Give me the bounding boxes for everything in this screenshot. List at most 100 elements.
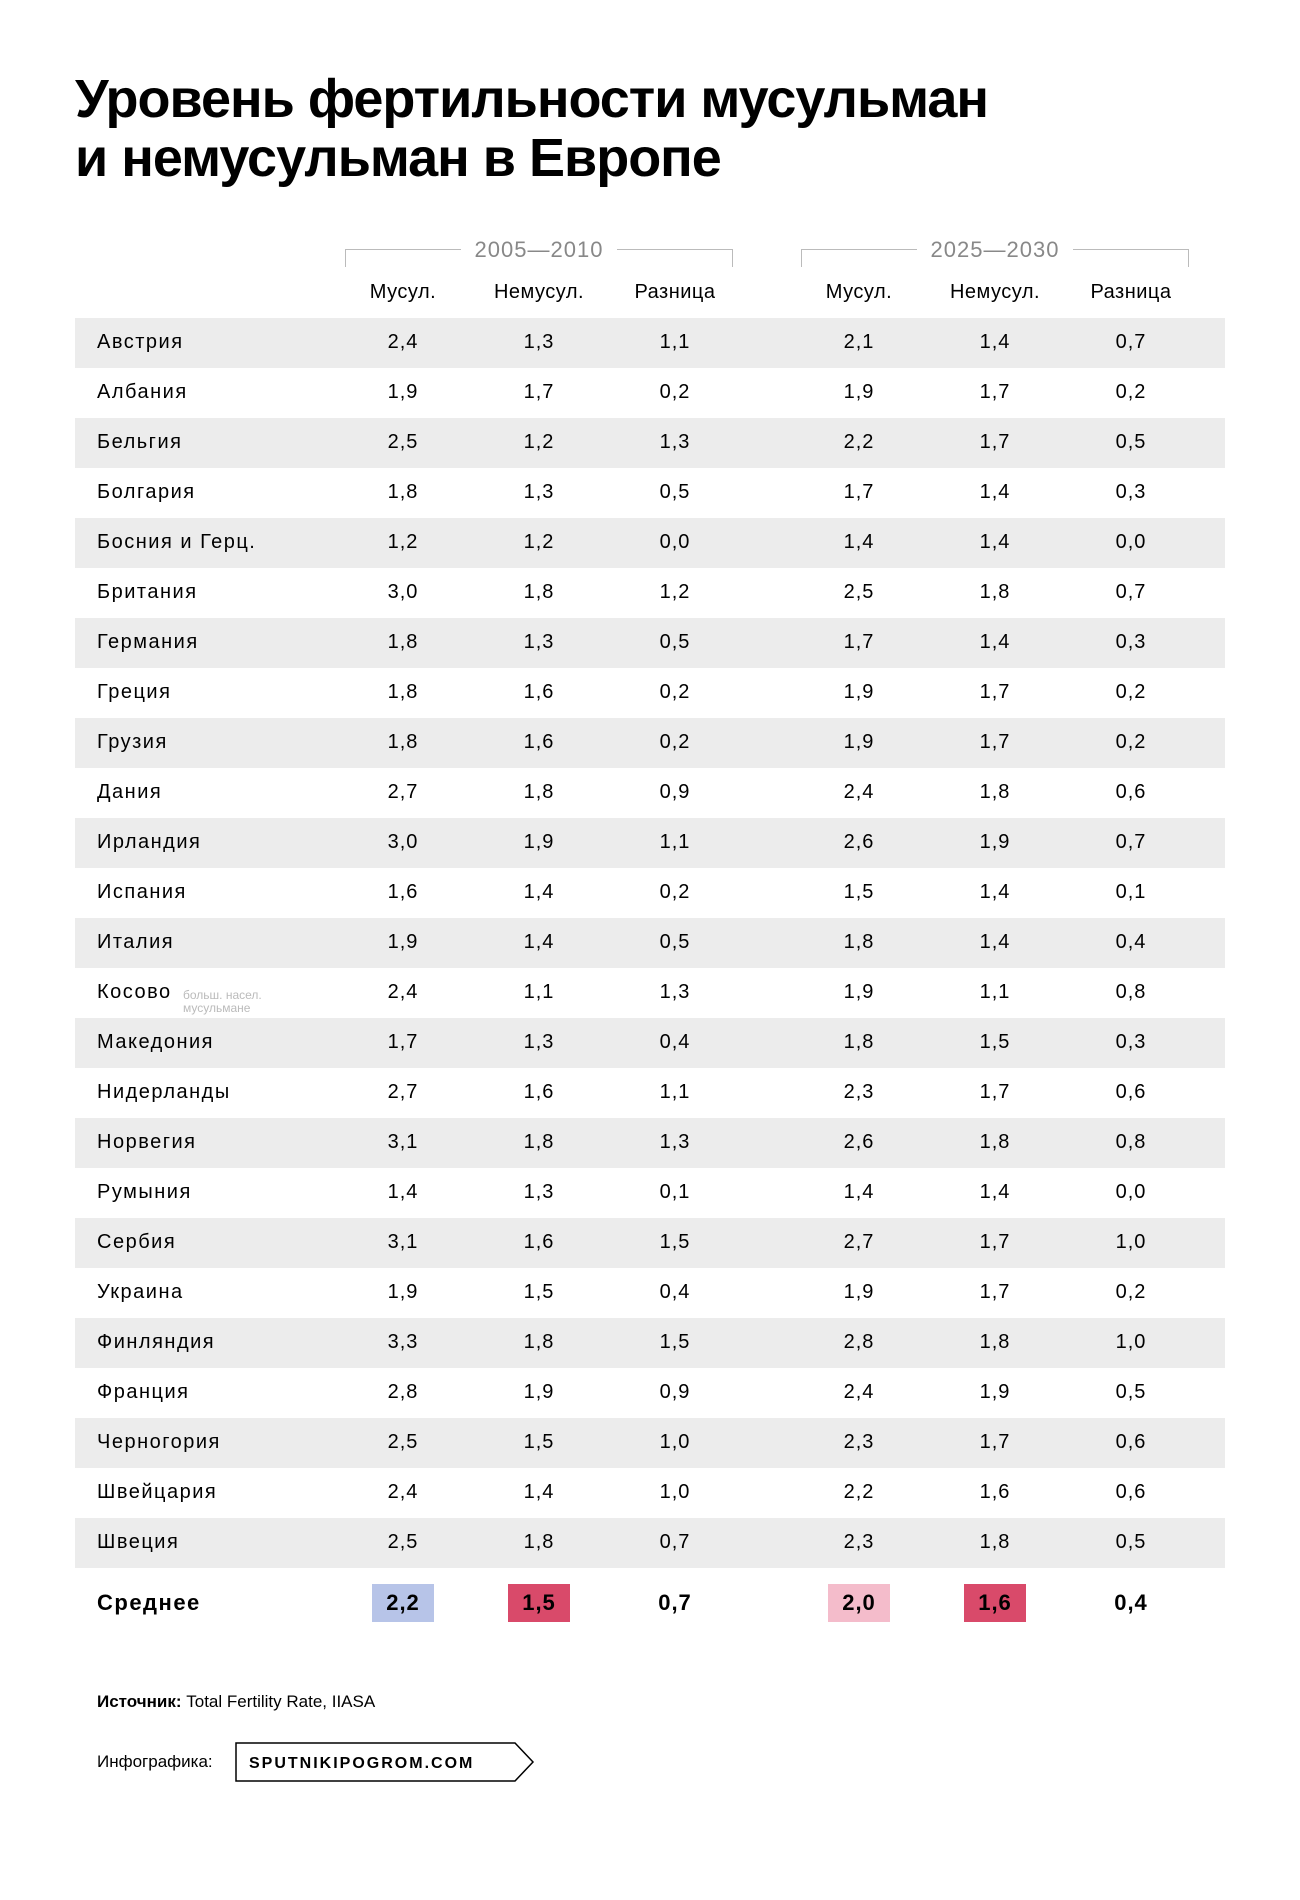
avg-nonmuslim-2: 1,6 [927,1584,1063,1622]
data-cell: 1,8 [335,681,471,704]
data-cell: 1,8 [335,731,471,754]
data-cell: 1,9 [791,1281,927,1304]
data-cell: 1,9 [335,1281,471,1304]
data-cell: 1,4 [927,1181,1063,1204]
data-cell: 1,3 [471,1031,607,1054]
data-cell: 2,8 [791,1331,927,1354]
data-cell: 1,8 [791,931,927,954]
data-cell: 3,0 [335,831,471,854]
col-header-muslim-2: Мусул. [791,281,927,304]
data-cell: 1,9 [335,381,471,404]
period-1: 2005—2010 [335,237,743,263]
table-row: Австрия2,41,31,12,11,40,7 [75,318,1225,368]
country-cell: Албания [75,381,335,404]
col-header-diff-2: Разница [1063,281,1199,304]
data-cell: 2,7 [791,1231,927,1254]
data-cell: 1,4 [335,1181,471,1204]
data-cell: 0,7 [1063,831,1199,854]
data-cell: 1,8 [335,631,471,654]
col-header-diff-1: Разница [607,281,743,304]
table-row: Швейцария2,41,41,02,21,60,6 [75,1468,1225,1518]
data-cell: 0,6 [1063,1081,1199,1104]
data-cell: 1,2 [471,431,607,454]
data-cell: 0,0 [607,531,743,554]
country-cell: Грузия [75,731,335,754]
table-row: Германия1,81,30,51,71,40,3 [75,618,1225,668]
country-cell: Бельгия [75,431,335,454]
col-header-nonmuslim-1: Немусул. [471,281,607,304]
data-cell: 0,5 [607,931,743,954]
data-cell: 1,9 [471,1381,607,1404]
data-cell: 1,8 [927,1531,1063,1554]
data-cell: 3,3 [335,1331,471,1354]
data-cell: 0,7 [1063,331,1199,354]
data-cell: 1,9 [927,831,1063,854]
data-cell: 2,7 [335,1081,471,1104]
data-cell: 1,3 [471,631,607,654]
data-cell: 1,4 [927,931,1063,954]
data-cell: 0,5 [1063,431,1199,454]
data-cell: 1,8 [927,1331,1063,1354]
data-cell: 1,7 [335,1031,471,1054]
table-row: Македония1,71,30,41,81,50,3 [75,1018,1225,1068]
source-line: Источник: Total Fertility Rate, IIASA [97,1692,1225,1712]
data-cell: 1,2 [471,531,607,554]
data-table: Австрия2,41,31,12,11,40,7Албания1,91,70,… [75,318,1225,1568]
data-cell: 1,5 [607,1231,743,1254]
data-cell: 1,6 [471,1231,607,1254]
data-cell: 2,2 [791,431,927,454]
avg-muslim-2: 2,0 [791,1584,927,1622]
period-1-label: 2005—2010 [461,237,618,263]
data-cell: 2,4 [791,781,927,804]
data-cell: 1,9 [927,1381,1063,1404]
table-row: Болгария1,81,30,51,71,40,3 [75,468,1225,518]
data-cell: 1,2 [335,531,471,554]
table-row: Бельгия2,51,21,32,21,70,5 [75,418,1225,468]
data-cell: 3,1 [335,1131,471,1154]
data-cell: 2,4 [791,1381,927,1404]
data-cell: 2,2 [791,1481,927,1504]
data-cell: 2,4 [335,331,471,354]
data-cell: 1,8 [791,1031,927,1054]
data-cell: 1,3 [471,331,607,354]
title-line-2: и немусульман в Европе [75,128,721,188]
data-cell: 1,4 [471,931,607,954]
data-cell: 0,3 [1063,481,1199,504]
data-cell: 1,5 [791,881,927,904]
country-cell: Германия [75,631,335,654]
data-cell: 0,5 [1063,1381,1199,1404]
data-cell: 1,7 [927,1081,1063,1104]
data-cell: 1,4 [927,331,1063,354]
country-cell: Франция [75,1381,335,1404]
data-cell: 2,5 [335,431,471,454]
table-row: Албания1,91,70,21,91,70,2 [75,368,1225,418]
data-cell: 3,1 [335,1231,471,1254]
data-cell: 2,1 [791,331,927,354]
data-cell: 1,9 [471,831,607,854]
data-cell: 1,0 [1063,1331,1199,1354]
data-cell: 3,0 [335,581,471,604]
data-cell: 1,4 [791,531,927,554]
country-cell: Румыния [75,1181,335,1204]
data-cell: 1,7 [927,1231,1063,1254]
column-headers: Мусул. Немусул. Разница Мусул. Немусул. … [335,281,1225,304]
country-cell: Македония [75,1031,335,1054]
data-cell: 0,9 [607,1381,743,1404]
footer: Источник: Total Fertility Rate, IIASA Ин… [75,1692,1225,1782]
data-cell: 2,5 [335,1431,471,1454]
data-cell: 1,7 [927,431,1063,454]
data-cell: 1,8 [335,481,471,504]
data-cell: 0,4 [607,1031,743,1054]
data-cell: 1,3 [471,1181,607,1204]
country-note: больш. насел.мусульмане [183,989,262,1015]
table-row: Украина1,91,50,41,91,70,2 [75,1268,1225,1318]
country-cell: Финляндия [75,1331,335,1354]
data-cell: 2,6 [791,831,927,854]
data-cell: 1,4 [927,881,1063,904]
data-cell: 1,9 [791,731,927,754]
period-2-label: 2025—2030 [917,237,1074,263]
col-header-nonmuslim-2: Немусул. [927,281,1063,304]
data-cell: 0,2 [1063,381,1199,404]
data-cell: 0,2 [1063,681,1199,704]
table-row: Ирландия3,01,91,12,61,90,7 [75,818,1225,868]
